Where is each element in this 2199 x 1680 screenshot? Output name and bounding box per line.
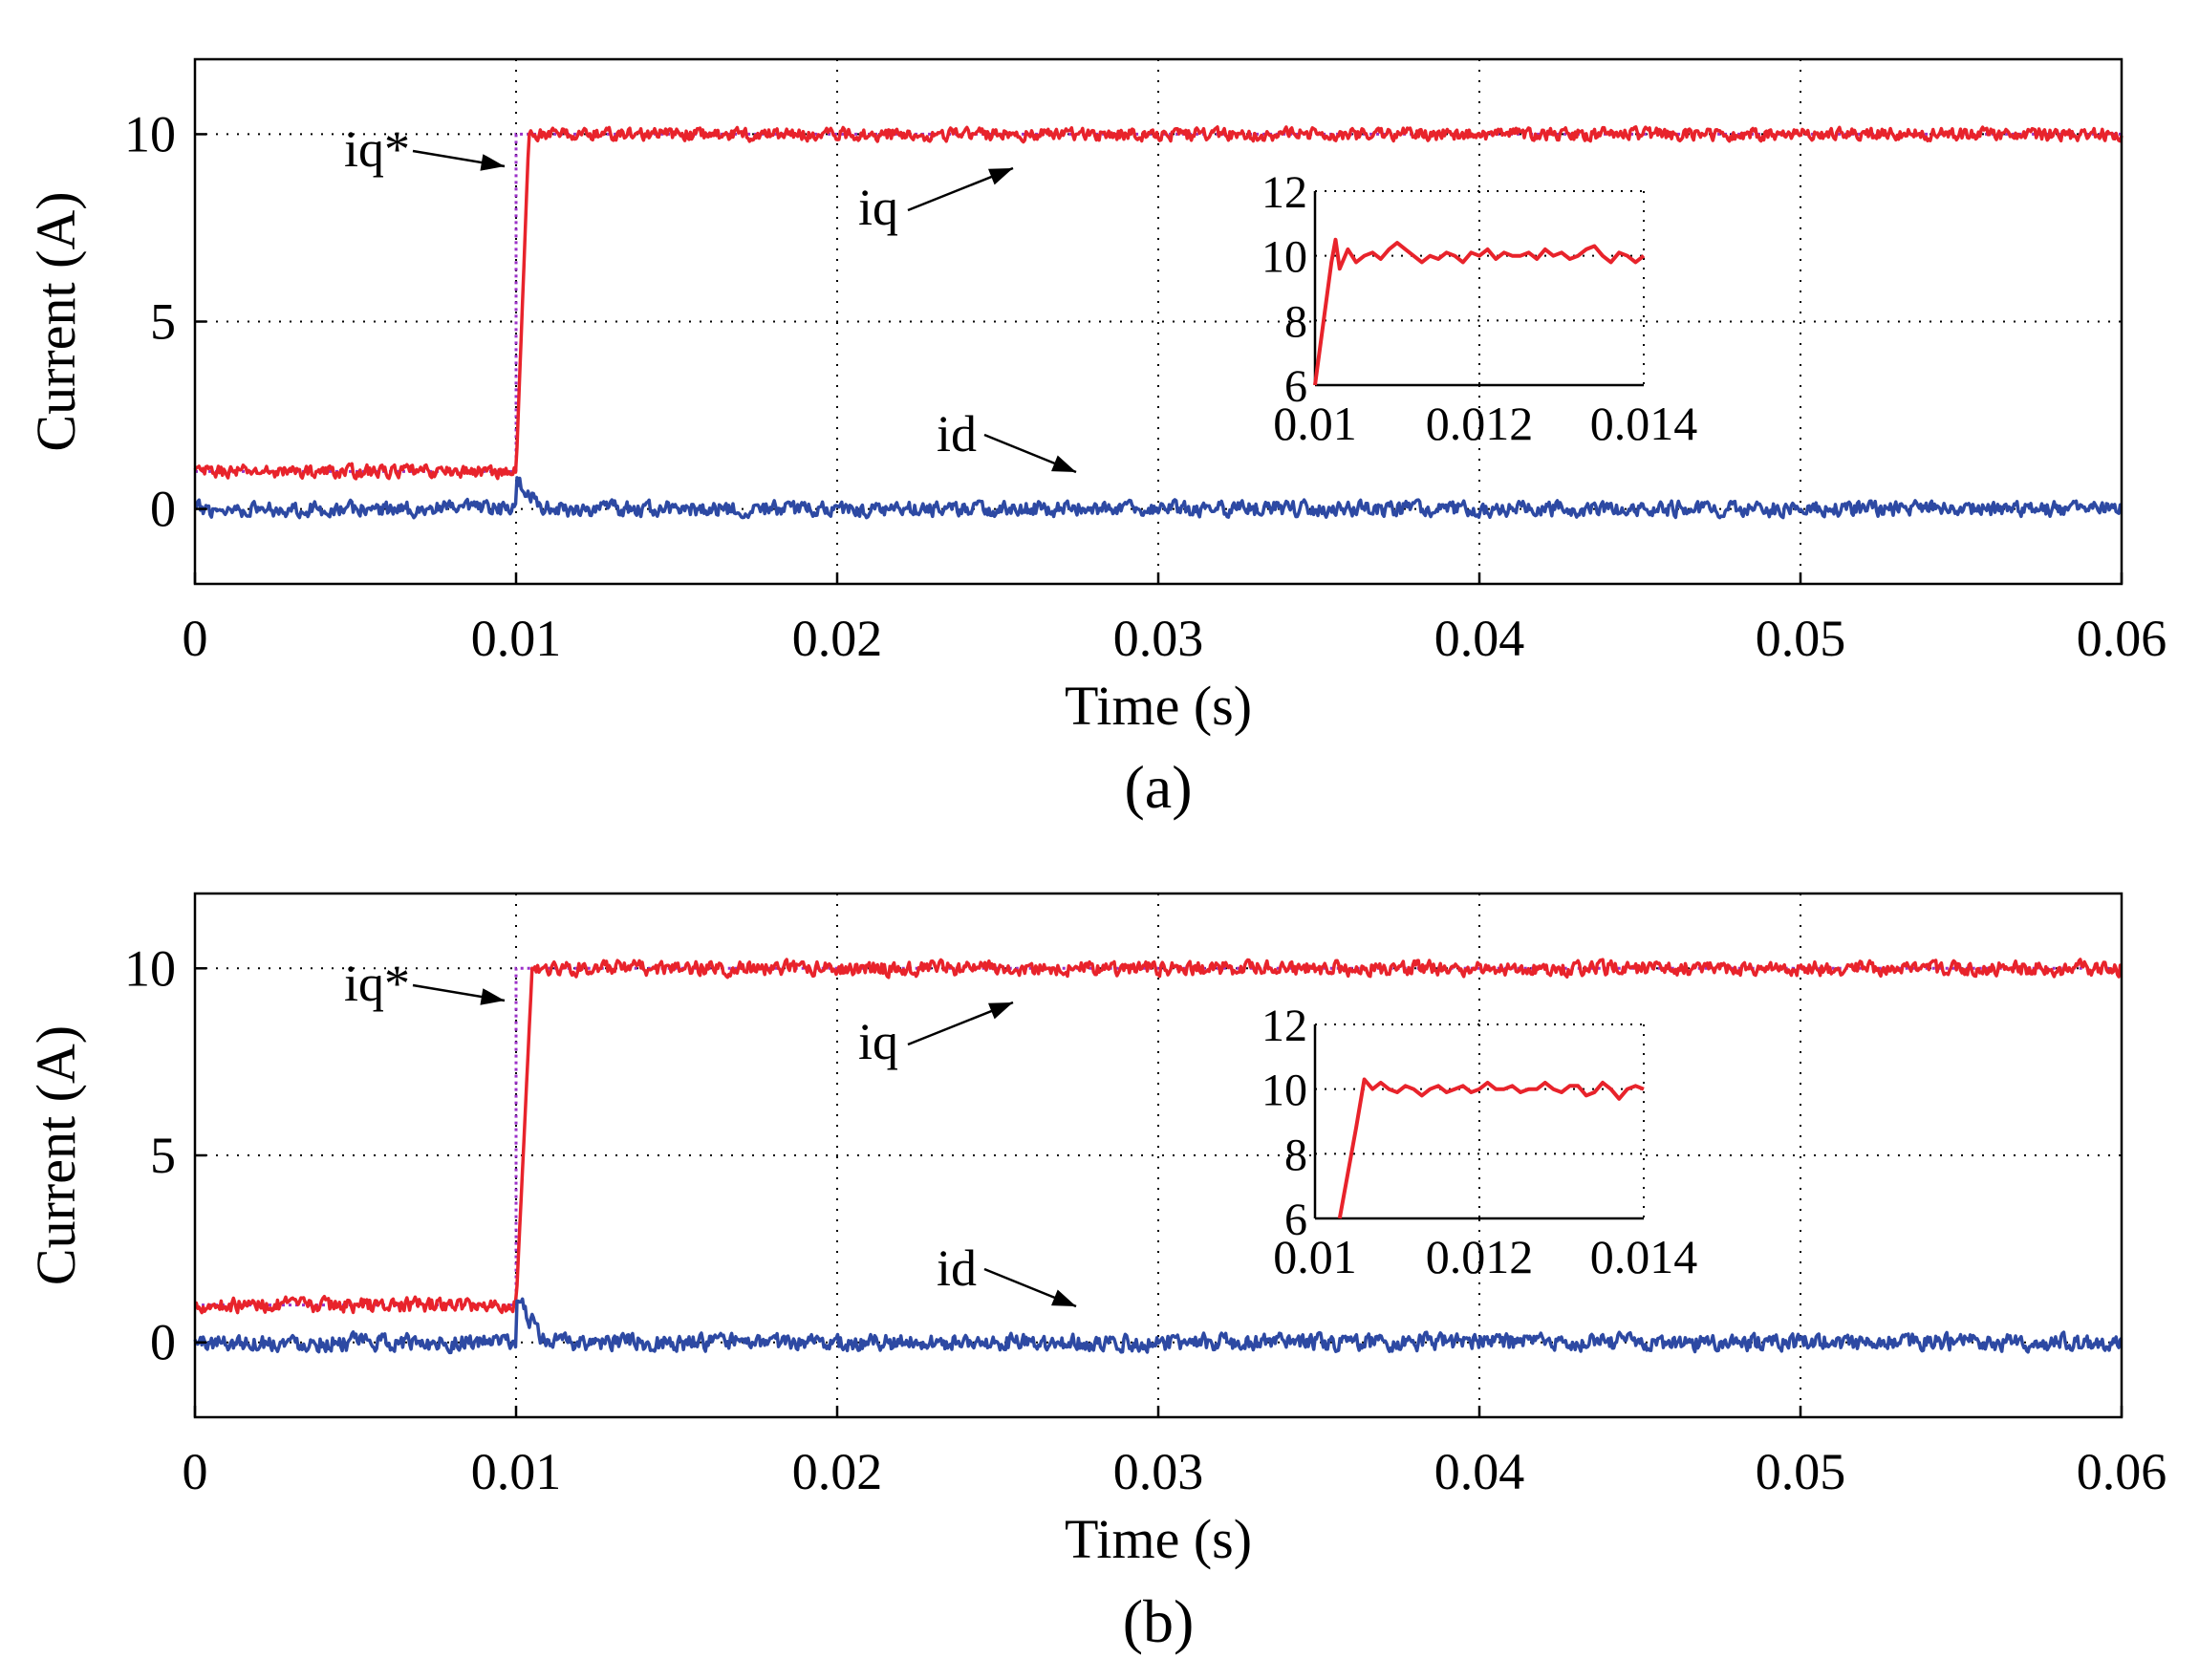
inset-x-tick-label: 0.012 [1426,1230,1534,1283]
inset-plot: 0.01 0.012 0.014 6 8 10 12 [1261,1001,1697,1283]
annotation-iq-ref: iq* [344,955,410,1012]
inset-x-tick-label: 0.014 [1590,1230,1698,1283]
inset-y-tick-label: 6 [1284,361,1307,412]
x-tick-label: 0 [183,610,208,667]
x-tick-label: 0.02 [792,610,883,667]
y-axis-label: Current (A) [25,191,87,451]
x-tick-label: 0.03 [1113,1443,1204,1500]
inset-y-tick-label: 12 [1261,167,1307,218]
inset-x-tick-label: 0.014 [1590,397,1698,450]
x-tick-label: 0 [183,1443,208,1500]
y-axis-label: Current (A) [25,1025,87,1285]
x-tick-label: 0.04 [1434,1443,1525,1500]
x-tick-label: 0.06 [2077,610,2167,667]
series-iq-line [194,958,2123,1315]
inset-y-tick-label: 8 [1284,296,1307,347]
y-tick-label: 5 [150,293,176,351]
annotation-iq: iq [858,1013,898,1070]
inset-x-tick-label: 0.01 [1273,397,1357,450]
chart-panel-b: 0 0.01 0.02 0.03 0.04 0.05 0.06 0 5 10 Time (s) Cur… [25,892,2167,1655]
x-tick-label: 0.01 [471,1443,562,1500]
arrow-id-head [1051,455,1076,472]
x-tick-label: 0.02 [792,1443,883,1500]
x-axis-label: Time (s) [1065,675,1252,737]
inset-series-iq-line [1337,1077,1645,1219]
inset-plot: 0.01 0.012 0.014 6 8 10 12 [1261,167,1697,450]
y-tick-label: 0 [150,1314,176,1371]
y-tick-label: 5 [150,1127,176,1184]
x-tick-label: 0.06 [2077,1443,2167,1500]
x-tick-label: 0.04 [1434,610,1525,667]
inset-x-tick-label: 0.012 [1426,397,1534,450]
figure-caption: (a) [1124,753,1192,821]
series-id-line [193,1297,2124,1355]
arrow-id-head [1051,1289,1076,1306]
annotation-id: id [937,1239,977,1297]
y-tick-label: 10 [124,105,176,162]
x-tick-label: 0.01 [471,610,562,667]
annotation-iq-ref: iq* [344,120,410,178]
arrow-iq-head [988,1002,1013,1020]
inset-y-tick-label: 6 [1284,1195,1307,1245]
arrow-iq-ref-head [480,154,505,171]
x-axis-label: Time (s) [1065,1508,1252,1570]
annotation-id: id [937,405,977,463]
inset-y-tick-label: 12 [1261,1001,1307,1051]
x-tick-label: 0.03 [1113,610,1204,667]
arrow-iq-ref-head [480,988,505,1005]
inset-x-tick-label: 0.01 [1273,1230,1357,1283]
x-tick-label: 0.05 [1756,1443,1846,1500]
inset-y-tick-label: 8 [1284,1130,1307,1180]
y-tick-label: 10 [124,939,176,997]
series-iq-line [193,125,2124,481]
inset-y-tick-label: 10 [1261,1066,1307,1116]
series-id-line [194,476,2123,520]
arrow-iq-head [988,168,1013,185]
x-tick-label: 0.05 [1756,610,1846,667]
figure-caption: (b) [1123,1587,1195,1655]
y-tick-label: 0 [150,481,176,538]
chart-panel-a: 0 0.01 0.02 0.03 0.04 0.05 0.06 0 5 10 Time (s) Cur… [25,57,2167,821]
inset-series-iq-line [1313,237,1646,386]
inset-y-tick-label: 10 [1261,232,1307,283]
annotation-iq: iq [858,179,898,236]
